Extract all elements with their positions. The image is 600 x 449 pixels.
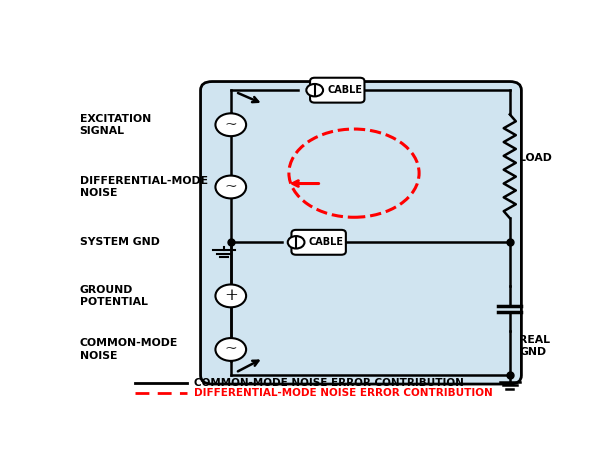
Text: COMMON-MODE NOISE ERROR CONTRIBUTION: COMMON-MODE NOISE ERROR CONTRIBUTION (194, 378, 463, 388)
Text: CABLE: CABLE (327, 85, 362, 95)
Circle shape (215, 285, 246, 307)
Text: GROUND
POTENTIAL: GROUND POTENTIAL (80, 285, 148, 307)
Text: COMMON-MODE
NOISE: COMMON-MODE NOISE (80, 338, 178, 361)
Circle shape (288, 236, 304, 249)
Text: CABLE: CABLE (308, 238, 344, 247)
Text: ~: ~ (224, 180, 237, 194)
Text: REAL
GND: REAL GND (519, 335, 550, 357)
FancyBboxPatch shape (200, 82, 521, 384)
Text: ~: ~ (224, 343, 237, 357)
Text: DIFFERENTIAL-MODE NOISE ERROR CONTRIBUTION: DIFFERENTIAL-MODE NOISE ERROR CONTRIBUTI… (194, 387, 493, 398)
Circle shape (307, 84, 323, 97)
Text: EXCITATION
SIGNAL: EXCITATION SIGNAL (80, 114, 151, 136)
Circle shape (215, 176, 246, 198)
Text: DIFFERENTIAL-MODE
NOISE: DIFFERENTIAL-MODE NOISE (80, 176, 208, 198)
Text: SYSTEM GND: SYSTEM GND (80, 238, 160, 247)
Text: ~: ~ (224, 118, 237, 132)
Text: LOAD: LOAD (519, 153, 552, 163)
Circle shape (215, 338, 246, 361)
Circle shape (215, 113, 246, 136)
Text: +: + (224, 287, 238, 304)
FancyBboxPatch shape (292, 230, 346, 255)
FancyBboxPatch shape (310, 78, 364, 103)
